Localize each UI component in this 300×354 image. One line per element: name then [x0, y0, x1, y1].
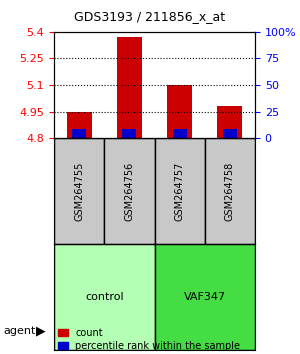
- FancyBboxPatch shape: [104, 138, 154, 244]
- Text: GSM264757: GSM264757: [175, 161, 184, 221]
- FancyBboxPatch shape: [54, 138, 104, 244]
- FancyBboxPatch shape: [154, 138, 205, 244]
- Text: agent: agent: [3, 326, 35, 336]
- Text: control: control: [85, 292, 124, 302]
- Bar: [72, 129, 86, 138]
- FancyBboxPatch shape: [205, 138, 255, 244]
- Text: VAF347: VAF347: [184, 292, 226, 302]
- Text: GSM264756: GSM264756: [124, 161, 134, 221]
- Bar: [67, 112, 92, 138]
- Text: ▶: ▶: [36, 325, 46, 337]
- Bar: [122, 129, 136, 138]
- Text: GDS3193 / 211856_x_at: GDS3193 / 211856_x_at: [74, 10, 226, 23]
- Text: GSM264758: GSM264758: [225, 161, 235, 221]
- FancyBboxPatch shape: [154, 244, 255, 350]
- Legend: count, percentile rank within the sample: count, percentile rank within the sample: [56, 326, 242, 353]
- FancyBboxPatch shape: [54, 244, 154, 350]
- Bar: [217, 106, 242, 138]
- Bar: [173, 129, 187, 138]
- Bar: [167, 85, 192, 138]
- Bar: [117, 37, 142, 138]
- Bar: [223, 129, 237, 138]
- Text: GSM264755: GSM264755: [74, 161, 84, 221]
